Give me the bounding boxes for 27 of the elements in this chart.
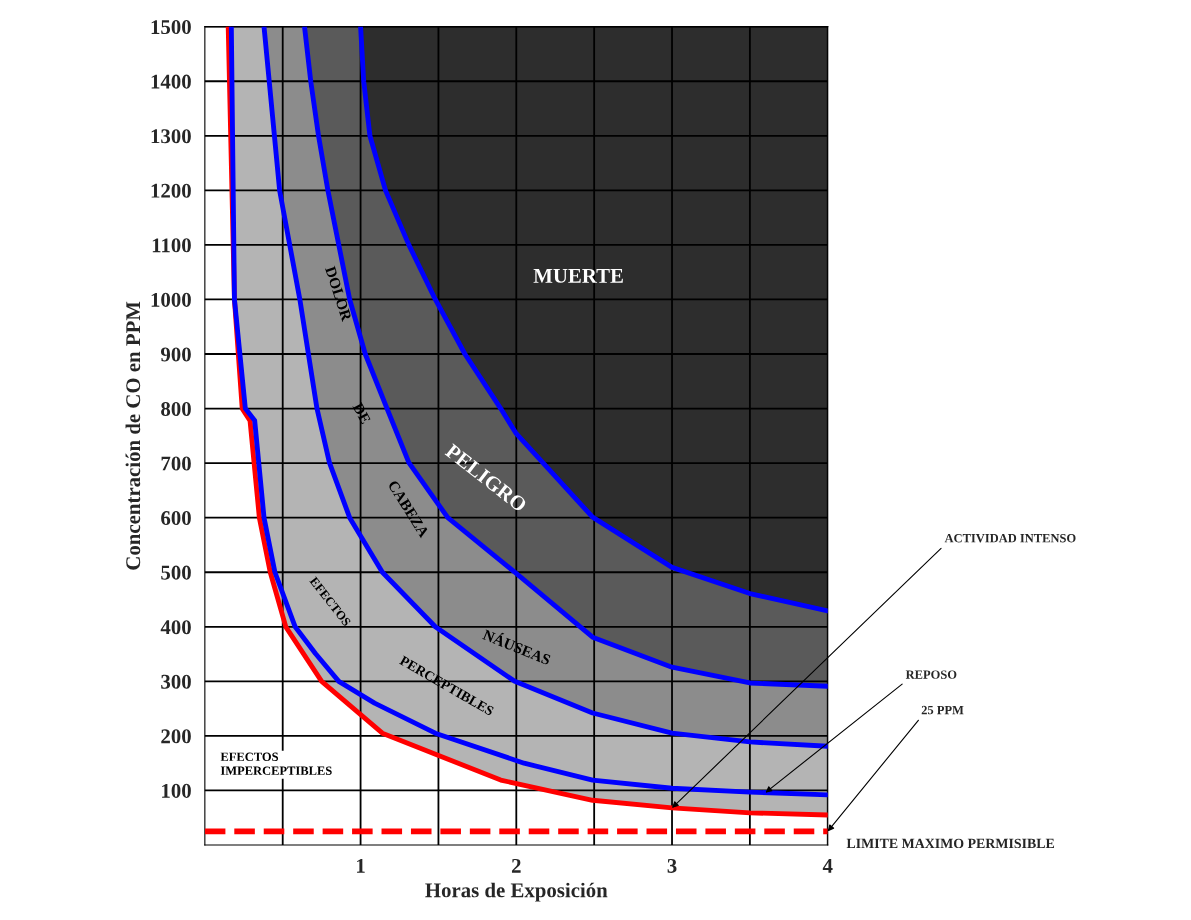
annotation: EFECTOS IMPERCEPTIBLES [220, 752, 332, 775]
ref-line-label: LIMITE MAXIMO PERMISIBLE [846, 838, 1055, 849]
y-tick-label: 600 [161, 511, 191, 526]
y-tick-label: 700 [161, 456, 191, 471]
x-tick-label: 4 [822, 858, 833, 873]
y-tick-label: 1500 [151, 20, 191, 35]
x-tick-label: 3 [667, 858, 677, 873]
annotation: ACTIVIDAD INTENSO [944, 534, 1076, 543]
y-tick-label: 400 [160, 620, 191, 635]
x-tick-label: 1 [357, 858, 365, 873]
y-tick-label: 1400 [151, 74, 191, 89]
y-tick-label: 1200 [151, 183, 191, 198]
y-tick-label: 1000 [151, 292, 191, 307]
y-tick-label: 800 [161, 401, 191, 417]
annotation: 25 PPM [921, 705, 964, 715]
y-tick-label: 200 [161, 729, 191, 744]
y-axis-title: Concentración de CO en PPM [125, 301, 141, 570]
y-tick-label: 300 [161, 674, 191, 689]
annotation: REPOSO [905, 670, 957, 679]
y-tick-label: 500 [161, 565, 191, 580]
x-tick-label: 2 [511, 858, 521, 873]
y-tick-label: 1300 [151, 129, 191, 144]
y-tick-label: 100 [162, 783, 191, 798]
y-tick-label: 1100 [152, 238, 191, 253]
y-tick-label: 900 [160, 347, 191, 362]
x-axis-title: Horas de Exposición [425, 882, 608, 902]
annotation: MUERTE [533, 269, 623, 283]
